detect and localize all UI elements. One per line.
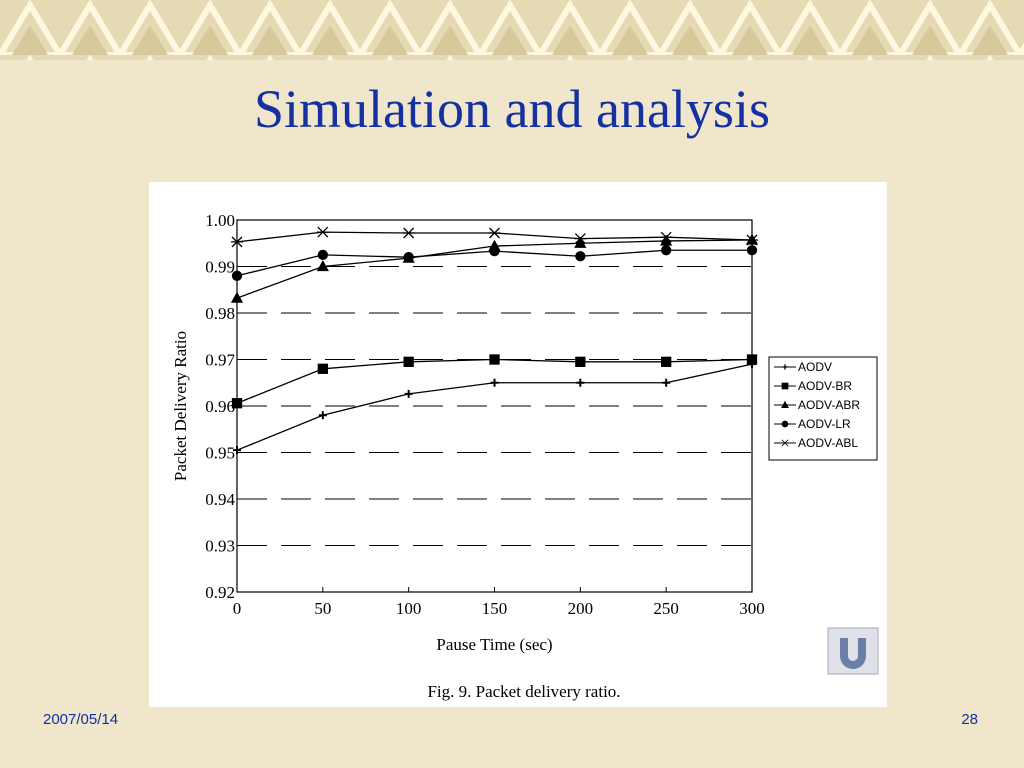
x-tick-label: 150 <box>482 599 508 618</box>
y-tick-label: 0.99 <box>205 258 235 277</box>
y-tick-label: 0.93 <box>205 537 235 556</box>
slide-number: 28 <box>961 711 978 728</box>
y-axis-label: Packet Delivery Ratio <box>171 331 190 481</box>
legend-label: AODV-ABR <box>798 398 860 412</box>
y-tick-label: 0.97 <box>205 351 235 370</box>
marker <box>575 251 586 262</box>
y-tick-label: 1.00 <box>205 211 235 230</box>
x-tick-label: 0 <box>233 599 242 618</box>
y-tick-label: 0.92 <box>205 583 235 602</box>
chart-image <box>149 182 887 707</box>
legend-label: AODV <box>798 360 832 374</box>
slide-title: Simulation and analysis <box>254 79 770 139</box>
marker <box>231 270 243 281</box>
marker <box>317 249 328 261</box>
marker <box>575 356 586 367</box>
marker <box>403 356 414 367</box>
y-tick-label: 0.98 <box>205 304 235 323</box>
x-tick-label: 50 <box>314 599 331 618</box>
marker <box>403 252 414 263</box>
legend-marker <box>781 420 789 428</box>
x-tick-label: 250 <box>653 599 679 618</box>
legend-label: AODV-BR <box>798 379 852 393</box>
legend-marker <box>782 364 788 370</box>
marker <box>489 246 500 257</box>
marker <box>318 411 327 420</box>
marker <box>233 446 241 455</box>
marker <box>660 231 673 243</box>
marker <box>317 363 328 374</box>
slide-date: 2007/05/14 <box>43 711 118 728</box>
marker <box>488 227 501 239</box>
button-icon[interactable] <box>840 638 866 669</box>
button-bg[interactable] <box>827 627 879 675</box>
marker <box>316 226 329 238</box>
marker <box>746 245 758 256</box>
x-tick-label: 300 <box>739 599 765 618</box>
marker <box>404 389 413 398</box>
legend-label: AODV-LR <box>798 417 851 431</box>
y-tick-label: 0.94 <box>205 490 235 509</box>
marker <box>576 378 585 387</box>
marker <box>230 291 244 303</box>
legend-marker <box>781 400 789 409</box>
marker <box>662 378 671 387</box>
legend-marker <box>781 382 789 390</box>
marker <box>231 236 243 248</box>
y-tick-label: 0.95 <box>205 444 235 463</box>
x-tick-label: 200 <box>568 599 594 618</box>
chart-caption: Fig. 9. Packet delivery ratio. <box>427 682 620 701</box>
legend-marker <box>781 439 789 447</box>
legend-label: AODV-ABL <box>798 436 858 450</box>
marker <box>574 233 587 245</box>
marker <box>746 234 758 246</box>
marker <box>490 378 499 387</box>
marker <box>746 354 758 365</box>
marker <box>402 227 415 239</box>
marker <box>489 354 500 365</box>
marker <box>574 236 587 248</box>
border-pattern <box>0 0 1024 60</box>
marker <box>661 245 672 256</box>
x-axis-label: Pause Time (sec) <box>436 635 552 654</box>
marker <box>661 356 672 367</box>
y-tick-label: 0.96 <box>205 397 235 416</box>
back-button[interactable] <box>827 627 879 675</box>
marker <box>316 260 329 272</box>
marker <box>231 398 243 409</box>
x-tick-label: 100 <box>396 599 422 618</box>
